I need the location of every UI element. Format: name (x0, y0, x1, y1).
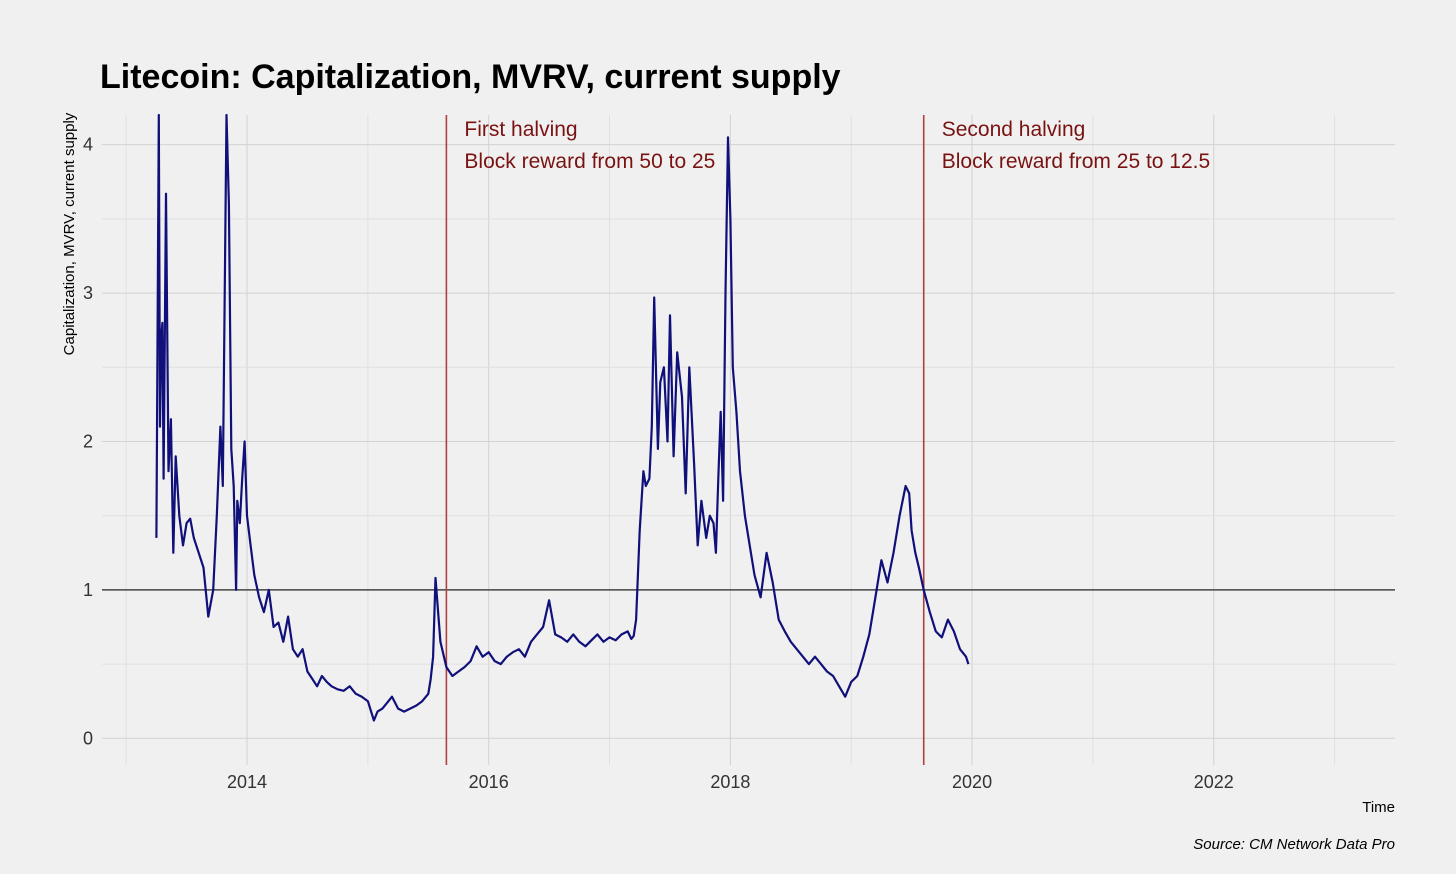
x-tick-label: 2020 (952, 772, 992, 792)
x-tick-label: 2014 (227, 772, 267, 792)
halving-title-2: Second halving (942, 118, 1086, 141)
y-tick-label: 3 (83, 283, 93, 303)
x-tick-label: 2016 (469, 772, 509, 792)
halving-title-1: First halving (464, 118, 577, 141)
x-tick-label: 2022 (1194, 772, 1234, 792)
y-tick-label: 1 (83, 580, 93, 600)
y-tick-label: 4 (83, 135, 93, 155)
x-axis-ticks: 2014 2016 2018 2020 2022 (227, 772, 1234, 792)
annotation-group: First halving Block reward from 50 to 25 S… (464, 118, 1210, 173)
chart-title: Litecoin: Capitalization, MVRV, current … (100, 58, 841, 96)
y-axis-ticks: 0 1 2 3 4 (83, 135, 93, 749)
halving-lines (445, 115, 925, 765)
series-group (155, 113, 970, 722)
halving-detail-2: Block reward from 25 to 12.5 (942, 150, 1210, 173)
y-tick-label: 2 (83, 431, 93, 451)
source-caption: Source: CM Network Data Pro (1193, 836, 1395, 853)
halving-detail-1: Block reward from 50 to 25 (464, 150, 715, 173)
grid (102, 115, 1395, 765)
series-line-mvrv (155, 113, 970, 722)
x-axis-label: Time (1362, 799, 1395, 816)
y-tick-label: 0 (83, 728, 93, 748)
y-axis-label: Capitalization, MVRV, current supply (61, 112, 78, 355)
x-tick-label: 2018 (710, 772, 750, 792)
